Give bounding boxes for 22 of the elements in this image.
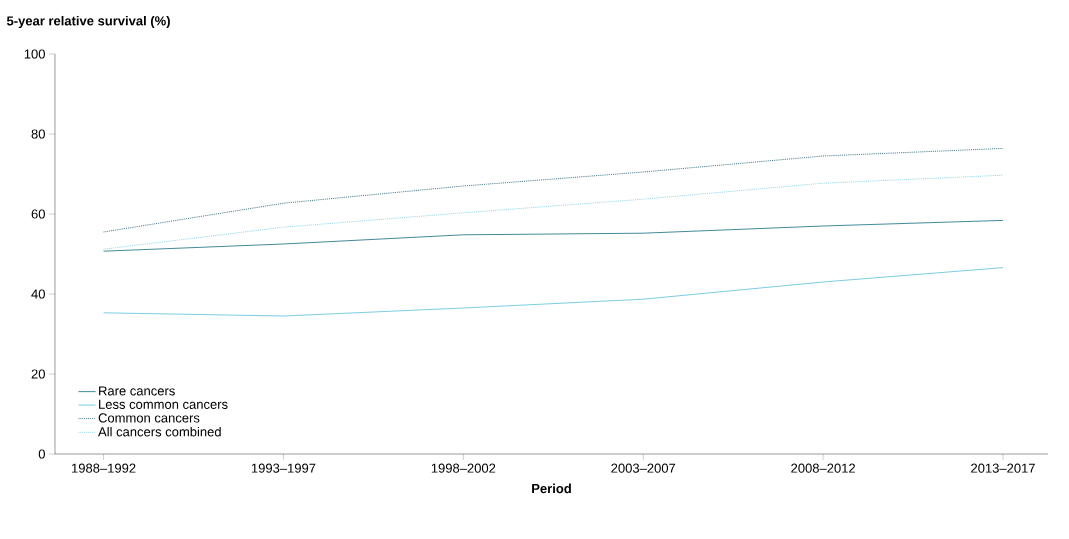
x-tick-label: 1993–1997 xyxy=(251,463,316,473)
y-tick-label: 100 xyxy=(24,49,45,59)
y-tick-label: 20 xyxy=(31,369,45,379)
line-series xyxy=(103,174,1004,250)
legend-label: Less common cancers xyxy=(99,399,228,409)
legend-label: All cancers combined xyxy=(98,426,221,437)
y-tick-label: 80 xyxy=(31,129,45,139)
y-tick-label: 60 xyxy=(31,209,45,219)
x-tick-label: 2013–2017 xyxy=(971,463,1035,473)
x-tick-label: 1998–2002 xyxy=(431,463,496,473)
y-axis-title: 5-year relative survival (%) xyxy=(6,15,170,29)
x-tick-label: 1988–1992 xyxy=(72,463,136,473)
legend-label: Rare cancers xyxy=(99,386,175,396)
x-tick-label: 2003–2007 xyxy=(611,463,676,473)
y-tick-label: 40 xyxy=(31,289,45,299)
x-tick-label: 2008–2012 xyxy=(791,463,855,473)
x-axis-title: Period xyxy=(532,483,571,494)
line-series xyxy=(103,219,1004,252)
y-tick-label: 0 xyxy=(38,449,45,459)
line-series xyxy=(103,267,1004,317)
line-series xyxy=(103,147,1004,233)
legend-label: Common cancers xyxy=(98,413,200,423)
